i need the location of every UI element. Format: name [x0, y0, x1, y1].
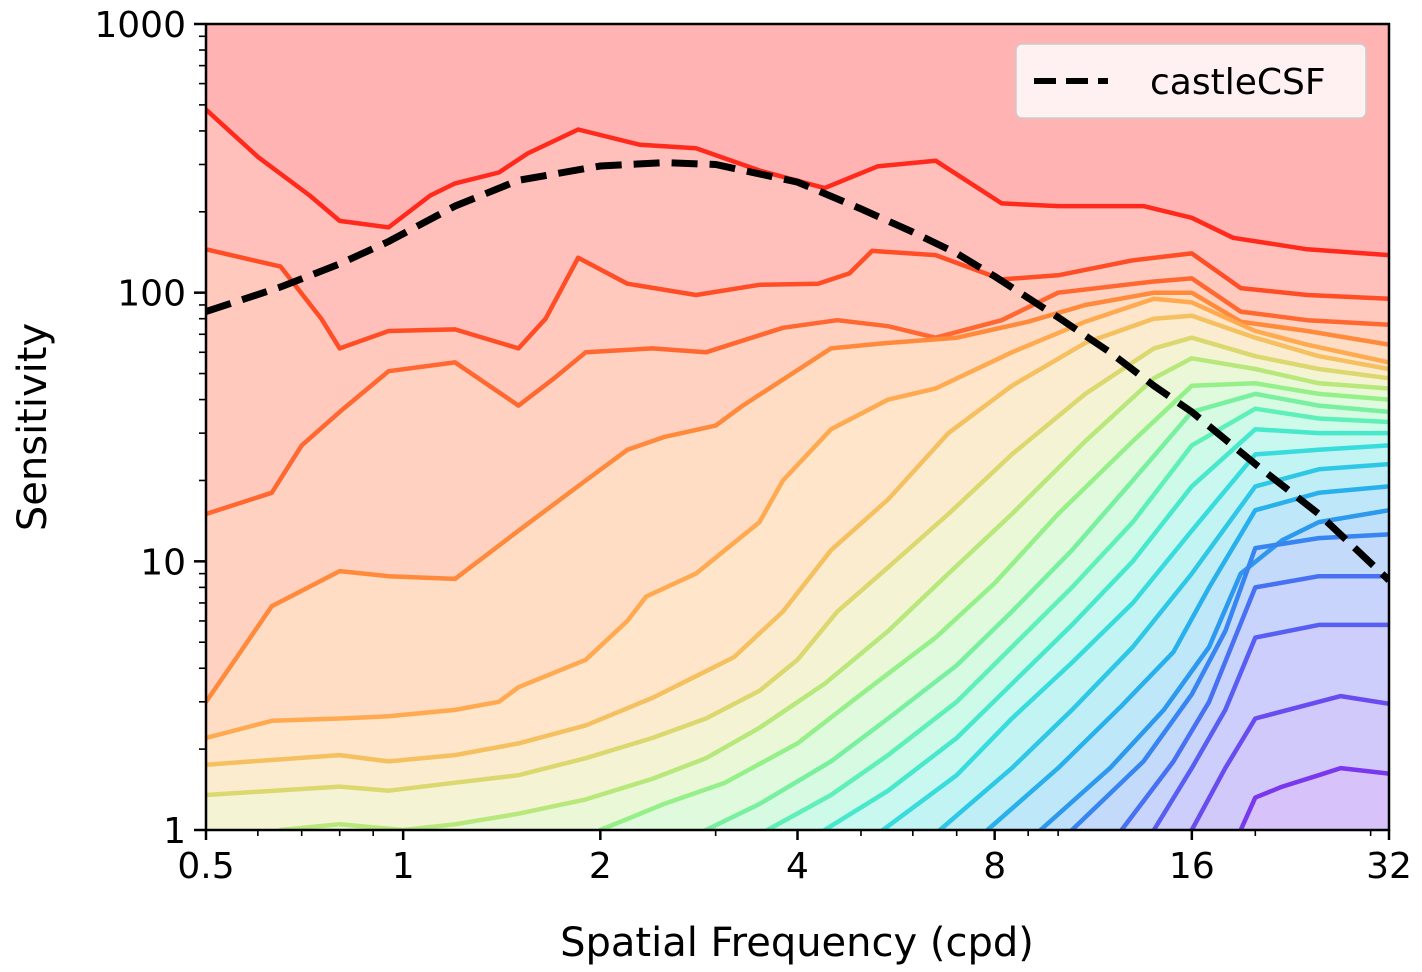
contour-line-2: [206, 247, 1389, 351]
contour-line-12: [822, 427, 1389, 830]
x-tick-label: 0.5: [177, 846, 234, 887]
x-tick-label: 16: [1169, 846, 1215, 887]
contour-line-17: [1069, 532, 1389, 830]
contour-line-5: [206, 296, 1389, 741]
castlecsf-curve-layer: [206, 159, 1389, 583]
contour-fill-base-21: [1240, 768, 1389, 830]
x-tick-label: 4: [786, 846, 809, 887]
contour-line-9: [598, 381, 1389, 830]
y-tick-label: 100: [117, 274, 186, 315]
contour-line-19: [1151, 622, 1389, 830]
x-tick-label: 8: [983, 846, 1006, 887]
contour-line-13: [880, 443, 1389, 830]
contour-line-14: [937, 461, 1389, 830]
y-tick-label: 1000: [94, 5, 186, 46]
plot-area: [206, 24, 1389, 830]
contour-line-18: [1119, 573, 1389, 830]
x-tick-label: 1: [392, 846, 415, 887]
castlecsf-curve: [206, 159, 1389, 583]
contour-line-4: [206, 290, 1389, 705]
x-tick-label: 2: [589, 846, 612, 887]
y-tick-label: 10: [140, 542, 186, 583]
contour-line-3: [206, 276, 1389, 517]
contour-line-7: [206, 335, 1389, 798]
legend-label-castlecsf: castleCSF: [1150, 62, 1326, 103]
contour-line-6: [206, 313, 1389, 767]
contour-fill-21: [1240, 768, 1389, 830]
y-tick-label: 1: [163, 811, 186, 852]
x-tick-label: 32: [1366, 846, 1412, 887]
legend-box: [1015, 43, 1367, 119]
contour-line-20: [1189, 693, 1389, 830]
contour-line-16: [1038, 507, 1389, 830]
y-axis-title: Sensitivity: [10, 323, 56, 531]
legend: castleCSF: [1015, 43, 1367, 119]
x-axis-title: Spatial Frequency (cpd): [560, 920, 1034, 966]
contour-line-1: [206, 107, 1389, 258]
contour-line-21: [1238, 765, 1389, 830]
contour-line-11: [765, 406, 1389, 830]
contour-line-10: [703, 391, 1389, 830]
contour-line-15: [985, 484, 1389, 830]
contour-fills: [206, 24, 1389, 830]
contour-line-8: [278, 356, 1389, 830]
contour-lines: [206, 107, 1389, 830]
